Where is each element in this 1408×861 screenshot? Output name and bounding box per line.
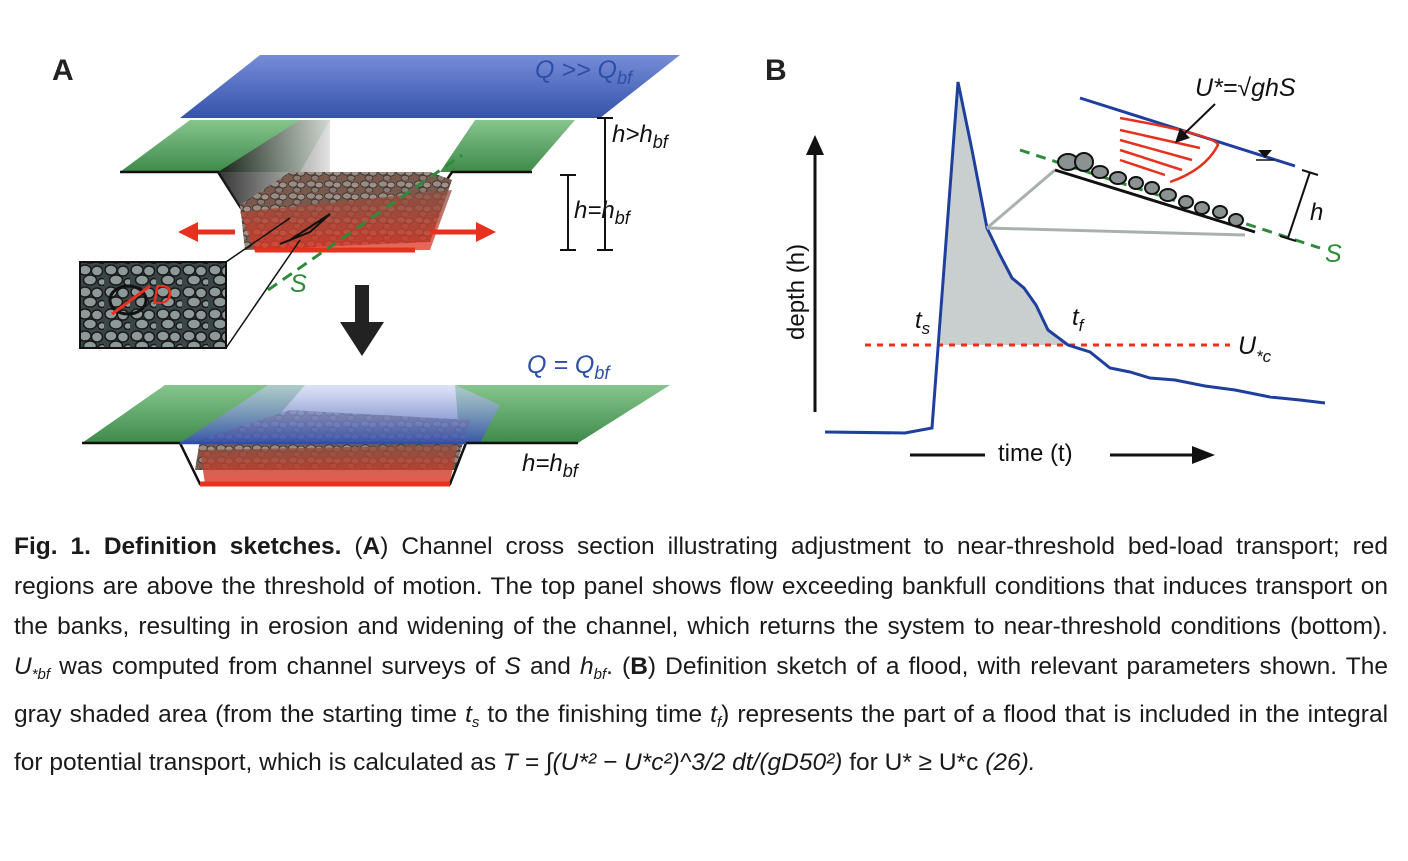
h-greater-label: h>hbf xyxy=(612,121,670,152)
inset-h-bracket xyxy=(1287,171,1311,239)
tf-label: tf xyxy=(1072,304,1086,335)
bottom-water xyxy=(180,385,500,443)
caption-b-text2: ) represents the part of a flood that is… xyxy=(14,701,1389,776)
grain-label: D xyxy=(152,279,172,310)
bed-line-inset xyxy=(1054,168,1256,234)
grain-highlight xyxy=(108,284,148,316)
slope-line-a xyxy=(267,153,463,292)
depth-axis-arrow xyxy=(806,135,824,155)
bottom-right-bank xyxy=(455,385,670,443)
caption-b-text: Definition sketch of a flood, with relev… xyxy=(14,653,1388,728)
transport-integral-area xyxy=(940,82,1068,345)
bottom-bed-red xyxy=(200,445,458,484)
caption-formula: T = ∫(U*² − U*c²)^3/2 dt/(gD50²) xyxy=(502,749,843,776)
inset-h-tick-top xyxy=(1301,169,1319,176)
ts-label: ts xyxy=(915,307,931,338)
panel-a: A Q >> Qbf S D xyxy=(52,54,680,487)
time-axis-label: time (t) xyxy=(998,440,1073,467)
caption-b-letter: B xyxy=(630,653,648,680)
bed-grains-inset xyxy=(1057,152,1244,227)
h-equal-bottom-label: h=hbf xyxy=(522,450,580,481)
caption-ts: ts xyxy=(465,701,480,731)
inset-connector-2 xyxy=(225,239,301,349)
h-equal-top-label: h=hbf xyxy=(574,197,632,228)
depth-brackets xyxy=(560,117,613,251)
flood-water-plane xyxy=(180,55,680,118)
slope-label-a: S xyxy=(290,270,307,298)
inset-connector-1 xyxy=(225,217,291,263)
grain-inset xyxy=(79,261,227,349)
formula-pointer-head xyxy=(1175,128,1190,143)
slope-label-b: S xyxy=(1325,240,1342,268)
right-bank xyxy=(440,120,575,172)
time-axis-arrow xyxy=(1192,446,1215,464)
transition-arrow xyxy=(340,285,384,356)
caption-to-text: to the finishing time xyxy=(487,701,703,728)
hydrograph xyxy=(824,81,1326,435)
caption-surveys-text: was computed from channel surveys of xyxy=(59,653,496,680)
threshold-label: U*c xyxy=(1238,332,1272,366)
inset-h-label: h xyxy=(1310,199,1323,226)
formula-pointer xyxy=(1181,103,1216,137)
caption-u-bf: U*bf xyxy=(14,653,51,683)
zoom-connector-1 xyxy=(986,168,1056,230)
q-equal-label: Q = Qbf xyxy=(527,351,611,383)
caption-fig-label: Fig. 1. Definition sketches. xyxy=(14,533,342,560)
grain-diameter-line xyxy=(111,284,151,316)
shear-velocity-formula: U*=√ghS xyxy=(1195,74,1296,102)
depth-axis-label: depth (h) xyxy=(783,244,810,340)
inset-h-tick-bottom xyxy=(1279,235,1297,242)
figure: A Q >> Qbf S D xyxy=(52,54,1342,487)
caption-a-letter: A xyxy=(362,533,381,560)
caption-and-text: and xyxy=(529,653,571,680)
caption-tf: tf xyxy=(710,701,722,731)
caption-s-var: S xyxy=(504,653,521,680)
velocity-profile xyxy=(1119,116,1220,184)
inset-marker xyxy=(279,213,331,245)
panel-a-letter: A xyxy=(52,54,74,87)
water-level-marker xyxy=(1258,150,1272,158)
figure-caption: Fig. 1. Definition sketches. (A) Channel… xyxy=(14,533,1389,776)
widening-arrows xyxy=(178,222,496,242)
q-high-label: Q >> Qbf xyxy=(535,56,634,88)
caption-a-text: Channel cross section illustrating adjus… xyxy=(14,533,1389,640)
panel-b-letter: B xyxy=(765,54,787,87)
caption-ref: (26). xyxy=(985,749,1036,776)
caption-h-bf: hbf xyxy=(579,653,607,683)
transport-zone-top xyxy=(240,190,452,252)
caption-for-text: for U* ≥ U*c xyxy=(849,749,979,776)
zoom-connector-2 xyxy=(986,226,1246,237)
panel-b: B depth (h) time (t) ts tf U*c xyxy=(765,54,1342,467)
